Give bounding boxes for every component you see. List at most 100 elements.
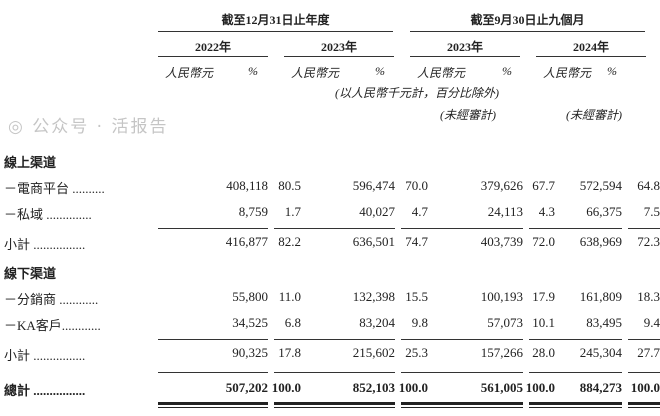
percent-cell: 7.5	[643, 204, 660, 219]
amount-cell: 132,398	[352, 289, 395, 304]
amount-cell: 408,118	[226, 178, 268, 193]
percent-cell: 27.7	[637, 345, 660, 360]
currency-label: 人民幣元	[291, 66, 340, 80]
divider	[410, 339, 523, 340]
amount-cell: 40,027	[359, 204, 395, 219]
double-underline	[628, 402, 660, 405]
amount-cell: 57,073	[487, 315, 523, 330]
currency-label: 人民幣元	[543, 66, 592, 80]
pct-label: %	[248, 64, 258, 78]
percent-cell: 100.0	[525, 380, 555, 395]
amount-cell: 638,969	[579, 234, 622, 249]
year-header: 2022年	[194, 40, 231, 54]
divider	[410, 372, 523, 373]
row-label: －私域 ..............	[4, 207, 92, 222]
divider	[284, 339, 395, 340]
percent-cell: 100.0	[398, 380, 428, 395]
amount-cell: 66,375	[586, 204, 622, 219]
percent-cell: 80.5	[278, 178, 301, 193]
double-underline	[158, 407, 268, 408]
amount-cell: 24,113	[487, 204, 523, 219]
amount-cell: 561,005	[480, 380, 523, 395]
double-underline	[536, 407, 622, 408]
amount-cell: 90,325	[232, 345, 268, 360]
percent-cell: 28.0	[532, 345, 555, 360]
percent-cell: 10.1	[532, 315, 555, 330]
divider	[410, 228, 523, 229]
percent-cell: 9.4	[643, 315, 660, 330]
unaudited-note: (未經審計)	[440, 108, 496, 122]
percent-cell: 100.0	[271, 380, 301, 395]
divider	[536, 56, 646, 57]
amount-cell: 572,594	[579, 178, 622, 193]
pct-label: %	[607, 64, 617, 78]
double-underline	[410, 407, 523, 408]
percent-cell: 25.3	[405, 345, 428, 360]
percent-cell: 72.3	[637, 234, 660, 249]
row-label: 總計 ................	[4, 383, 86, 398]
amount-cell: 884,273	[579, 380, 622, 395]
amount-cell: 8,759	[238, 204, 268, 219]
unaudited-note: (未經審計)	[566, 108, 622, 122]
double-underline	[628, 407, 660, 408]
percent-cell: 4.7	[411, 204, 428, 219]
percent-cell: 18.3	[637, 289, 660, 304]
divider	[628, 228, 660, 229]
double-underline	[284, 402, 395, 405]
percent-cell: 9.8	[411, 315, 428, 330]
double-underline	[410, 402, 523, 405]
divider	[158, 56, 268, 57]
amount-cell: 161,809	[579, 289, 622, 304]
divider	[158, 339, 268, 340]
percent-cell: 67.7	[532, 178, 555, 193]
amount-cell: 852,103	[352, 380, 395, 395]
percent-cell: 70.0	[405, 178, 428, 193]
watermark: ◎ 公众号 · 活报告	[8, 117, 169, 137]
row-label: －KA客戶............	[4, 318, 101, 333]
double-underline	[536, 402, 622, 405]
percent-cell: 17.9	[532, 289, 555, 304]
percent-cell: 6.8	[284, 315, 301, 330]
amount-cell: 215,602	[352, 345, 395, 360]
double-underline	[284, 407, 395, 408]
divider	[628, 339, 660, 340]
divider	[536, 339, 622, 340]
year-header: 2023年	[446, 40, 483, 54]
percent-cell: 1.7	[284, 204, 301, 219]
amount-cell: 416,877	[225, 234, 268, 249]
divider	[410, 31, 645, 32]
divider	[158, 228, 268, 229]
percent-cell: 17.8	[278, 345, 301, 360]
currency-label: 人民幣元	[417, 66, 466, 80]
currency-label: 人民幣元	[165, 66, 214, 80]
section-title: 線下渠道	[4, 266, 57, 281]
divider	[284, 372, 395, 373]
amount-cell: 403,739	[480, 234, 523, 249]
amount-cell: 100,193	[480, 289, 523, 304]
row-label: －分銷商 ............	[4, 292, 99, 307]
year-header: 2023年	[320, 40, 357, 54]
amount-cell: 83,204	[359, 315, 395, 330]
divider	[158, 31, 393, 32]
amount-cell: 379,626	[480, 178, 523, 193]
percent-cell: 100.0	[630, 380, 660, 395]
percent-cell: 82.2	[278, 234, 301, 249]
amount-cell: 157,266	[480, 345, 523, 360]
row-label: －電商平台 ..........	[4, 181, 105, 196]
amount-cell: 55,800	[232, 289, 268, 304]
amount-cell: 83,495	[586, 315, 622, 330]
divider	[158, 372, 268, 373]
divider	[628, 372, 660, 373]
percent-cell: 72.0	[532, 234, 555, 249]
divider	[536, 228, 622, 229]
row-label: 小計 ................	[4, 237, 86, 252]
period-9m-header: 截至9月30日止九個月	[470, 13, 585, 27]
pct-label: %	[502, 64, 512, 78]
divider	[284, 228, 395, 229]
percent-cell: 15.5	[405, 289, 428, 304]
unit-note: (以人民幣千元計，百分比除外)	[335, 86, 499, 100]
row-label: 小計 ................	[4, 348, 86, 363]
amount-cell: 507,202	[225, 380, 268, 395]
amount-cell: 34,525	[232, 315, 268, 330]
